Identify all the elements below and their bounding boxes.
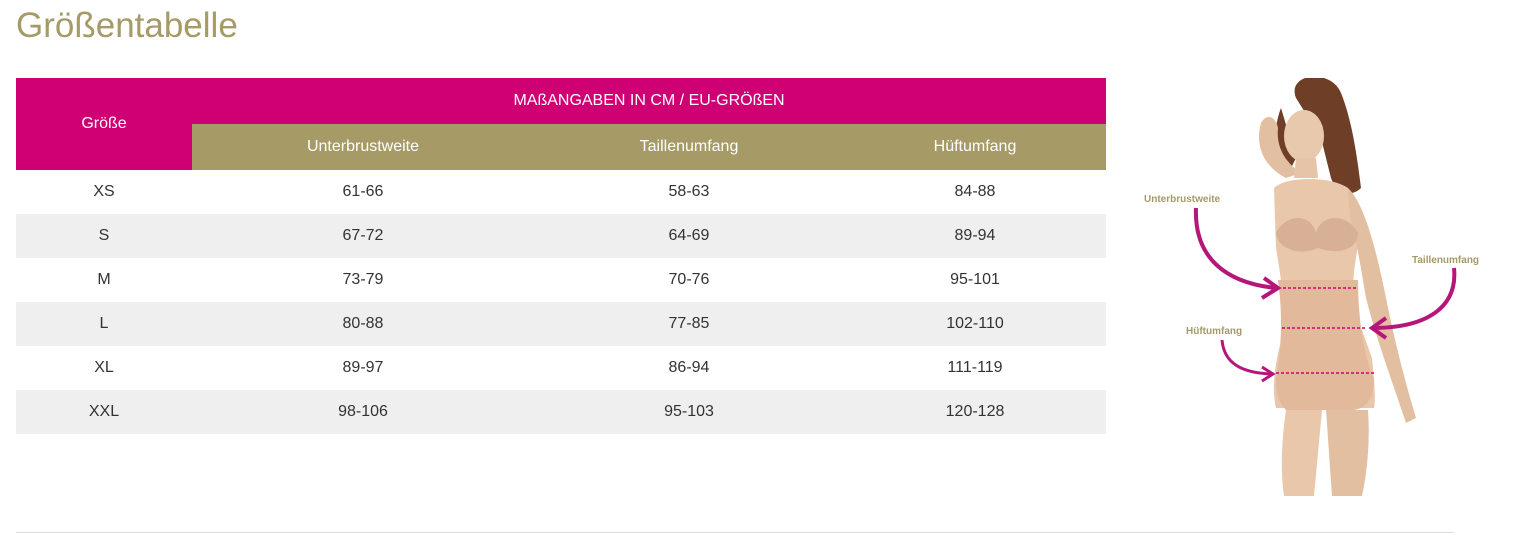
underbust-cell: 98-106 xyxy=(192,390,534,434)
size-cell: L xyxy=(16,302,192,346)
hip-cell: 102-110 xyxy=(844,302,1106,346)
measurement-illustration: Unterbrustweite Taillenumfang Hüftumfang xyxy=(1136,76,1516,498)
waist-arrowhead xyxy=(1368,316,1388,340)
table-row: L 80-88 77-85 102-110 xyxy=(16,302,1106,346)
underbust-column-header: Unterbrustweite xyxy=(192,124,534,170)
table-row: XS 61-66 58-63 84-88 xyxy=(16,170,1106,214)
hip-cell: 89-94 xyxy=(844,214,1106,258)
underbust-cell: 73-79 xyxy=(342,271,384,288)
hip-arrow xyxy=(1220,339,1273,376)
waist-arrow xyxy=(1371,267,1457,330)
hip-cell: 120-128 xyxy=(844,390,1106,434)
underbust-cell: 67-72 xyxy=(192,214,534,258)
leg-shape xyxy=(1281,410,1322,496)
size-column-header: Größe xyxy=(16,78,192,170)
hip-cell: 111-119 xyxy=(947,359,1003,376)
leg-shape xyxy=(1326,410,1369,496)
waist-cell: 64-69 xyxy=(534,214,844,258)
table-row: XL 89-97 86-94 111-119 xyxy=(16,346,1106,390)
table-row: S 67-72 64-69 89-94 xyxy=(16,214,1106,258)
page-title: Größentabelle xyxy=(16,6,238,45)
waist-label: Taillenumfang xyxy=(1412,255,1479,266)
underbust-arrowhead xyxy=(1260,276,1282,300)
hip-column-header: Hüftumfang xyxy=(844,124,1106,170)
waist-cell: 58-63 xyxy=(668,183,710,200)
underbust-cell: 61-66 xyxy=(342,183,384,200)
hip-arrowhead xyxy=(1261,365,1276,383)
size-cell: XL xyxy=(94,359,114,376)
size-cell: S xyxy=(16,214,192,258)
waist-cell: 95-103 xyxy=(534,390,844,434)
waist-cell: 77-85 xyxy=(534,302,844,346)
underbust-label: Unterbrustweite xyxy=(1144,194,1221,205)
waist-column-header: Taillenumfang xyxy=(534,124,844,170)
bra-shape xyxy=(1276,218,1358,252)
section-divider xyxy=(16,532,1454,533)
arm-shape xyxy=(1348,188,1416,423)
underbust-cell: 80-88 xyxy=(192,302,534,346)
waist-cell: 86-94 xyxy=(668,359,710,376)
hip-cell: 84-88 xyxy=(954,183,996,200)
hip-label: Hüftumfang xyxy=(1186,326,1242,337)
body-figure-svg: Unterbrustweite Taillenumfang Hüftumfang xyxy=(1144,76,1479,496)
face-shape xyxy=(1284,110,1324,162)
measurements-group-header: MAßANGABEN IN CM / EU-GRÖßEN xyxy=(192,78,1106,124)
shapewear-shape xyxy=(1276,280,1374,410)
size-table: Größe MAßANGABEN IN CM / EU-GRÖßEN Unter… xyxy=(16,78,1106,434)
arm-shape xyxy=(1258,116,1301,178)
hair-shape xyxy=(1294,76,1361,194)
table-row: M 73-79 70-76 95-101 xyxy=(16,258,1106,302)
hip-cell: 95-101 xyxy=(950,271,1000,288)
size-cell: XXL xyxy=(16,390,192,434)
table-row: XXL 98-106 95-103 120-128 xyxy=(16,390,1106,434)
size-cell: XS xyxy=(93,183,115,200)
underbust-arrow xyxy=(1193,207,1277,290)
neck-shape xyxy=(1294,158,1318,178)
underbust-cell: 89-97 xyxy=(342,359,384,376)
waist-cell: 70-76 xyxy=(668,271,710,288)
size-cell: M xyxy=(97,271,111,288)
